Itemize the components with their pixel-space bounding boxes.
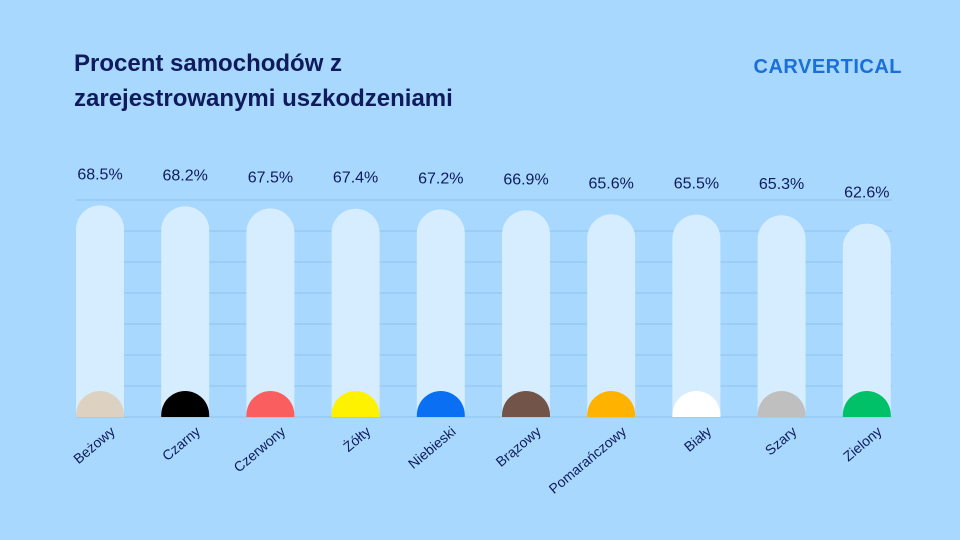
bar-niebieski	[416, 209, 465, 417]
category-label: Czarny	[159, 423, 203, 464]
bar-brązowy	[502, 210, 550, 417]
color-swatch-pomarańczowy	[587, 391, 636, 417]
bar-pomarańczowy	[587, 214, 636, 417]
bar-zielony	[842, 223, 891, 417]
value-label: 67.4%	[333, 170, 378, 187]
category-label: Żółty	[339, 422, 373, 455]
chart-title: Procent samochodów z zarejestrowanymi us…	[74, 46, 574, 116]
category-label: Szary	[762, 423, 800, 458]
value-label: 62.6%	[844, 185, 889, 202]
bar-czerwony	[246, 208, 295, 417]
value-label: 68.5%	[77, 166, 122, 183]
color-swatch-szary	[757, 391, 806, 417]
value-label: 65.6%	[589, 175, 634, 192]
bar-żółty	[331, 208, 380, 417]
category-label: Brązowy	[493, 423, 544, 470]
value-label: 65.5%	[674, 176, 719, 193]
category-label: Beżowy	[70, 423, 118, 467]
color-swatch-biały	[672, 391, 721, 417]
chart-title-line2: zarejestrowanymi uszkodzeniami	[74, 85, 453, 112]
value-label: 65.3%	[759, 176, 804, 193]
category-label: Niebieski	[405, 423, 459, 472]
category-label: Zielony	[840, 423, 885, 464]
value-label: 66.9%	[503, 171, 548, 188]
carvertical-logo: CARVERTICAL	[753, 56, 902, 78]
color-swatch-czarny	[161, 391, 210, 417]
color-swatch-czerwony	[246, 391, 295, 417]
value-label: 67.5%	[248, 169, 293, 186]
bar-beżowy	[76, 205, 124, 417]
color-swatch-beżowy	[76, 391, 124, 417]
color-swatch-brązowy	[502, 391, 550, 417]
value-label: 68.2%	[163, 167, 208, 184]
chart-title-line1: Procent samochodów z	[74, 50, 343, 77]
color-swatch-żółty	[331, 391, 380, 417]
color-swatch-zielony	[842, 391, 891, 417]
color-swatch-niebieski	[416, 391, 465, 417]
category-label: Czerwony	[230, 423, 288, 475]
category-label: Biały	[681, 423, 715, 455]
value-label: 67.2%	[418, 170, 463, 187]
bar-szary	[757, 215, 806, 417]
bar-biały	[672, 214, 721, 417]
category-label: Pomarańczowy	[546, 423, 630, 497]
bar-czarny	[161, 206, 210, 417]
